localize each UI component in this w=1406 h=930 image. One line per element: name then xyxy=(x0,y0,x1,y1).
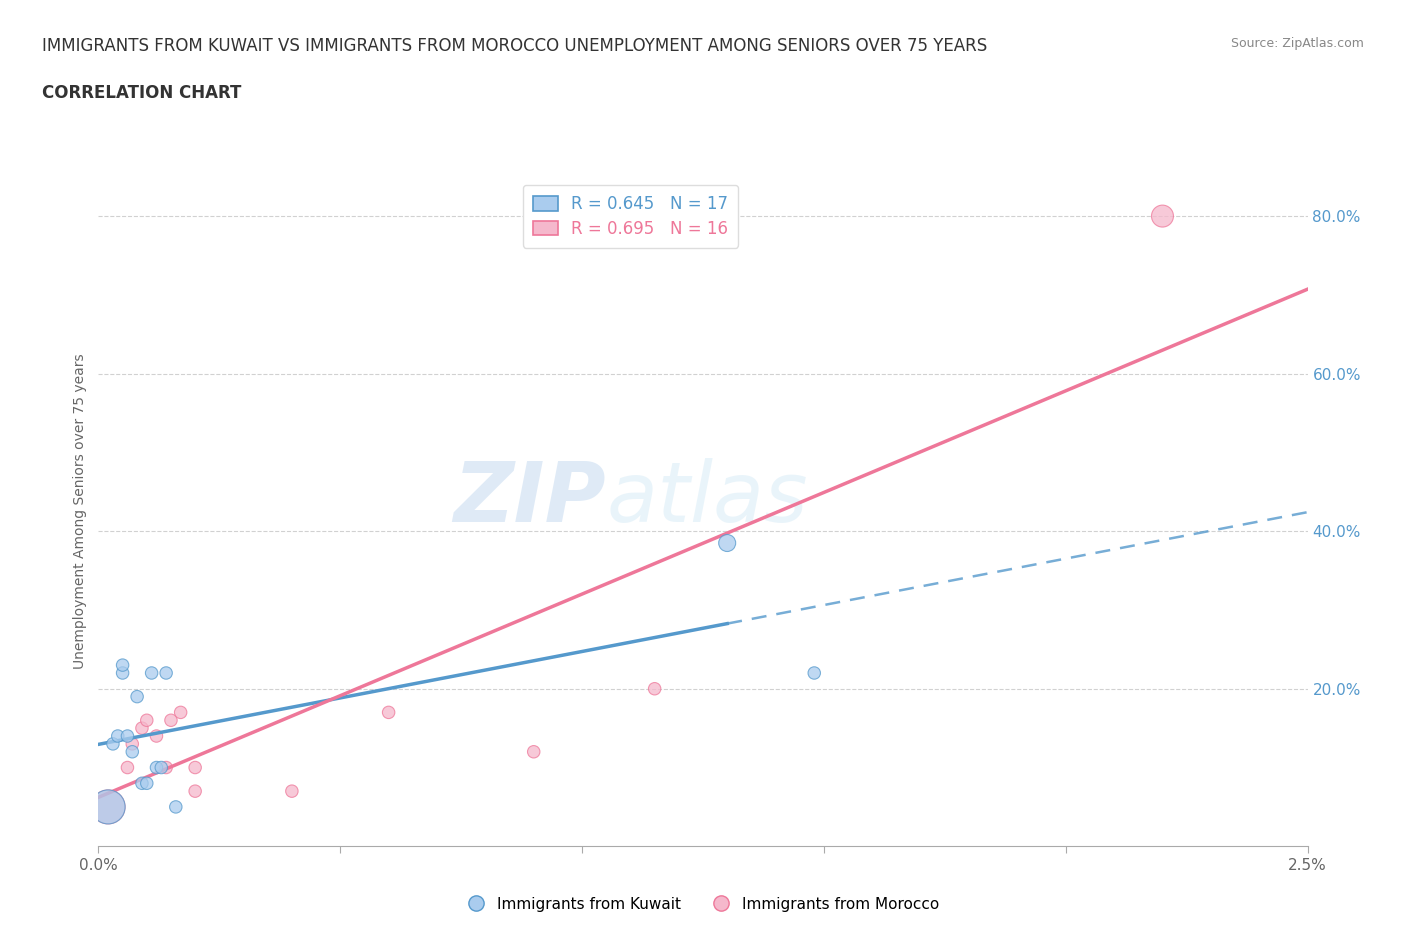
Point xyxy=(523,744,546,759)
Point xyxy=(131,776,153,790)
Point xyxy=(165,800,187,815)
Text: ZIP: ZIP xyxy=(454,458,606,538)
Point xyxy=(184,760,207,775)
Point xyxy=(107,728,129,743)
Text: Source: ZipAtlas.com: Source: ZipAtlas.com xyxy=(1230,37,1364,50)
Point xyxy=(155,760,177,775)
Text: CORRELATION CHART: CORRELATION CHART xyxy=(42,84,242,101)
Point xyxy=(716,536,738,551)
Point xyxy=(145,760,167,775)
Point xyxy=(131,721,153,736)
Point xyxy=(160,712,183,727)
Point xyxy=(644,682,666,697)
Point xyxy=(117,760,139,775)
Point xyxy=(803,666,825,681)
Legend: R = 0.645   N = 17, R = 0.695   N = 16: R = 0.645 N = 17, R = 0.695 N = 16 xyxy=(523,185,738,247)
Point xyxy=(111,666,134,681)
Point xyxy=(97,800,120,815)
Point xyxy=(127,689,149,704)
Point xyxy=(97,800,120,815)
Text: atlas: atlas xyxy=(606,458,808,538)
Point xyxy=(145,728,167,743)
Point xyxy=(155,666,177,681)
Point xyxy=(169,705,191,720)
Point xyxy=(117,728,139,743)
Point xyxy=(281,784,304,799)
Point xyxy=(111,658,134,672)
Legend: Immigrants from Kuwait, Immigrants from Morocco: Immigrants from Kuwait, Immigrants from … xyxy=(460,890,946,918)
Point xyxy=(150,760,173,775)
Point xyxy=(184,784,207,799)
Text: IMMIGRANTS FROM KUWAIT VS IMMIGRANTS FROM MOROCCO UNEMPLOYMENT AMONG SENIORS OVE: IMMIGRANTS FROM KUWAIT VS IMMIGRANTS FRO… xyxy=(42,37,987,55)
Point xyxy=(1152,208,1174,223)
Point xyxy=(121,737,143,751)
Point xyxy=(135,712,157,727)
Point xyxy=(121,744,143,759)
Point xyxy=(141,666,163,681)
Point xyxy=(135,776,157,790)
Point xyxy=(377,705,399,720)
Y-axis label: Unemployment Among Seniors over 75 years: Unemployment Among Seniors over 75 years xyxy=(73,353,87,670)
Point xyxy=(101,737,124,751)
